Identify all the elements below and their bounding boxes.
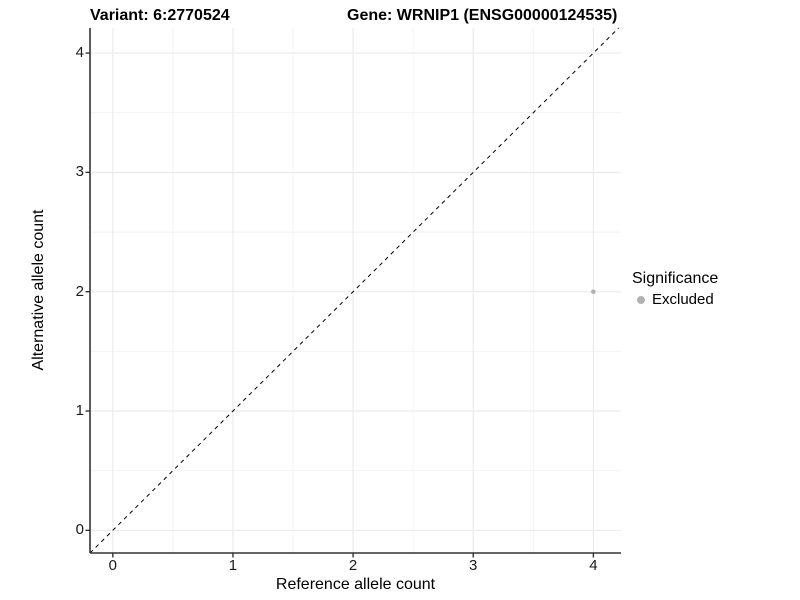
- data-point: [591, 289, 596, 294]
- y-tick-label: 0: [75, 521, 84, 539]
- y-tick-label: 1: [75, 402, 84, 419]
- legend-entry-label: Excluded: [652, 291, 714, 308]
- legend-point-icon: [637, 295, 645, 304]
- x-tick-label: 3: [469, 557, 478, 574]
- x-tick-label: 4: [589, 557, 598, 574]
- x-tick-label: 0: [108, 557, 117, 574]
- y-tick-label: 4: [75, 44, 84, 62]
- y-axis-title: Alternative allele count: [30, 209, 47, 371]
- legend-title: Significance: [632, 270, 719, 287]
- identity-dashed-line: [89, 27, 619, 554]
- x-axis-title: Reference allele count: [275, 576, 436, 593]
- y-tick-label: 3: [75, 163, 84, 181]
- legend: Significance Excluded: [630, 269, 718, 309]
- x-tick-label: 1: [228, 557, 238, 574]
- plot-title-gene: Gene: WRNIP1 (ENSG00000124535): [347, 7, 618, 24]
- x-tick-label: 2: [348, 557, 358, 574]
- y-tick-label: 2: [75, 282, 84, 300]
- plot-title-variant: Variant: 6:2770524: [90, 7, 230, 24]
- legend-entry-excluded: Excluded: [630, 290, 718, 309]
